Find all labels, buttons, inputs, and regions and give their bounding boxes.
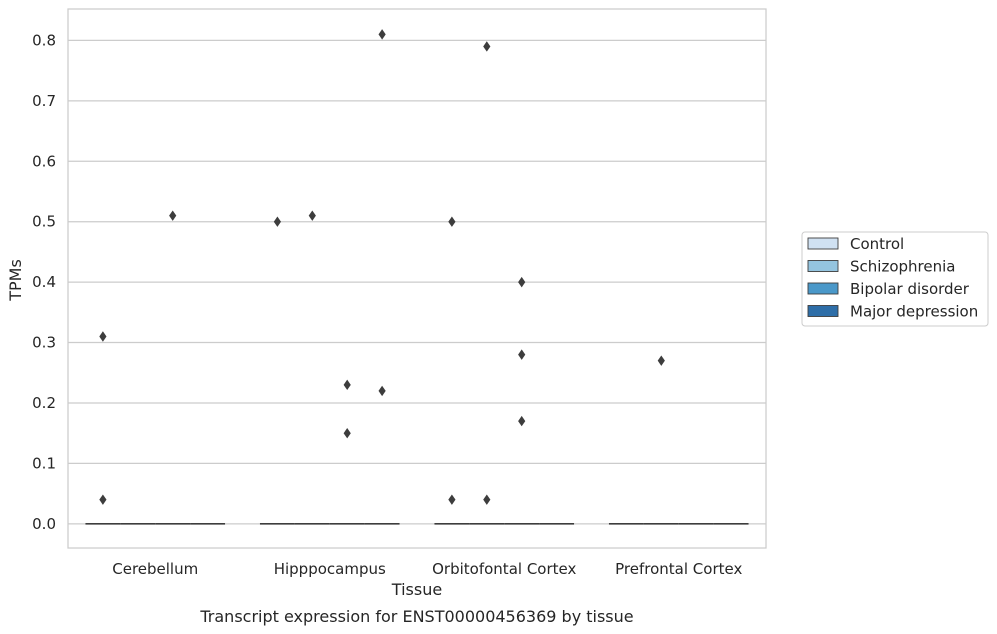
legend-label: Control xyxy=(850,235,904,253)
y-tick-label: 0.6 xyxy=(32,152,56,170)
plot-area xyxy=(67,8,767,549)
legend-swatch xyxy=(807,305,839,317)
x-tick-label: Hipppocampus xyxy=(274,560,386,578)
outlier-point xyxy=(99,331,107,342)
outlier-point xyxy=(343,379,351,391)
outlier-point xyxy=(518,415,526,427)
x-tick-label: Prefrontal Cortex xyxy=(615,560,742,578)
x-tick-labels: Cerebellum Hipppocampus Orbitofontal Corte… xyxy=(112,560,742,578)
y-tick-label: 0.8 xyxy=(32,31,56,49)
legend-frame xyxy=(801,231,989,327)
legend: Control Schizophrenia Bipolar disorder Majo… xyxy=(801,231,989,327)
outlier-point xyxy=(483,494,491,505)
y-tick-label: 0.3 xyxy=(32,334,56,352)
outlier-point xyxy=(169,210,177,221)
outlier-point xyxy=(378,29,386,40)
outlier-point xyxy=(99,494,107,505)
legend-swatch xyxy=(807,260,839,272)
y-tick-label: 0.4 xyxy=(32,273,56,291)
y-tick-label: 0.1 xyxy=(32,454,56,472)
y-tick-label: 0.2 xyxy=(32,394,56,412)
outlier-point xyxy=(273,216,281,227)
chart-caption: Transcript expression for ENST0000045636… xyxy=(199,607,633,626)
x-tick-label: Cerebellum xyxy=(112,560,198,578)
grid-lines xyxy=(68,39,766,525)
legend-swatch xyxy=(807,282,839,295)
y-axis-label: TPMs xyxy=(6,259,25,302)
y-tick-label: 0.0 xyxy=(32,515,56,533)
outlier-point xyxy=(378,385,386,397)
y-tick-label: 0.7 xyxy=(32,92,56,110)
outlier-point xyxy=(343,427,351,439)
outlier-point xyxy=(657,355,665,366)
outlier-points xyxy=(99,29,665,505)
outlier-point xyxy=(483,41,491,52)
y-tick-labels: 0.0 0.1 0.2 0.3 0.4 0.5 0.6 0.7 0.8 xyxy=(32,31,56,532)
outlier-point xyxy=(518,349,526,360)
legend-swatch xyxy=(807,237,839,250)
outlier-point xyxy=(448,494,456,505)
outlier-point xyxy=(448,216,456,227)
outlier-point xyxy=(518,276,526,288)
legend-label: Schizophrenia xyxy=(850,258,955,276)
x-axis-label: Tissue xyxy=(391,580,442,599)
x-tick-label: Orbitofontal Cortex xyxy=(432,560,576,578)
y-tick-label: 0.5 xyxy=(32,213,56,231)
legend-label: Major depression xyxy=(850,303,978,321)
outlier-point xyxy=(308,210,316,221)
legend-label: Bipolar disorder xyxy=(850,280,970,298)
